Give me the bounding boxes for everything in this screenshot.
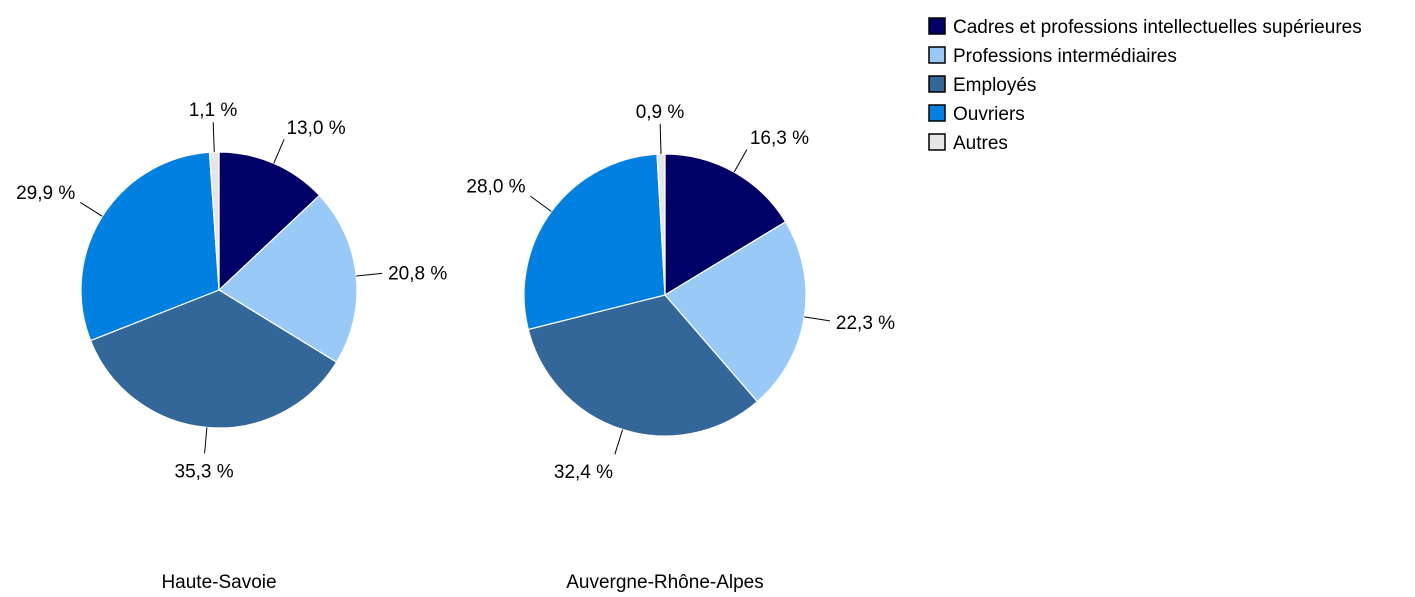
data-label-ouvriers: 29,9 % xyxy=(16,183,75,204)
leader-line-employes xyxy=(614,429,624,455)
legend-swatch-autres xyxy=(928,133,946,151)
pie-slice-cadres xyxy=(664,153,787,297)
data-label-ouvriers: 28,0 % xyxy=(466,177,525,198)
legend-label-autres: Autres xyxy=(953,133,1008,154)
pie-slice-employes xyxy=(89,289,338,429)
data-label-employes: 35,3 % xyxy=(175,461,234,482)
data-label-professions-intermediaires: 20,8 % xyxy=(388,264,447,285)
leader-line-professions-intermediaires xyxy=(356,272,383,277)
legend-label-ouvriers: Ouvriers xyxy=(953,104,1025,125)
legend-label-employes: Employés xyxy=(953,75,1036,96)
leader-line-cadres xyxy=(733,149,748,173)
leader-line-employes xyxy=(204,427,208,454)
legend-swatch-professions-intermediaires xyxy=(928,46,946,64)
leader-line-ouvriers xyxy=(80,201,103,217)
legend-swatch-cadres xyxy=(928,17,946,35)
data-label-autres: 1,1 % xyxy=(189,100,238,121)
legend: Cadres et professions intellectuelles su… xyxy=(928,17,1362,154)
data-label-autres: 0,9 % xyxy=(636,102,685,123)
pie-slice-autres xyxy=(208,151,220,291)
leader-line-autres xyxy=(212,122,215,153)
pie-slice-ouvriers xyxy=(80,151,220,342)
legend-swatch-employes xyxy=(928,75,946,93)
data-label-cadres: 13,0 % xyxy=(286,118,345,139)
data-label-cadres: 16,3 % xyxy=(750,128,809,149)
leader-line-professions-intermediaires xyxy=(804,316,831,322)
legend-label-professions-intermediaires: Professions intermédiaires xyxy=(953,46,1177,67)
pie-title-auvergne-rhone-alpes: Auvergne-Rhône-Alpes xyxy=(566,572,764,592)
data-label-professions-intermediaires: 22,3 % xyxy=(836,313,895,334)
leader-line-autres xyxy=(659,124,662,155)
leader-line-cadres xyxy=(273,139,285,164)
pie-auvergne-rhone-alpes: 16,3 % 22,3 % 32,4 % 28,0 % 0,9 % xyxy=(466,102,895,483)
legend-label-cadres: Cadres et professions intellectuelles su… xyxy=(953,17,1362,38)
pie-slice-professions-intermediaires xyxy=(218,194,358,364)
pie-title-haute-savoie: Haute-Savoie xyxy=(161,572,276,592)
pie-slice-ouvriers xyxy=(523,153,666,331)
legend-swatch-ouvriers xyxy=(928,104,946,122)
leader-line-ouvriers xyxy=(530,195,552,212)
data-label-employes: 32,4 % xyxy=(554,462,613,483)
pie-haute-savoie: 13,0 % 20,8 % 35,3 % 29,9 % 1,1 % xyxy=(16,100,447,482)
pie-slice-professions-intermediaires xyxy=(664,221,807,403)
